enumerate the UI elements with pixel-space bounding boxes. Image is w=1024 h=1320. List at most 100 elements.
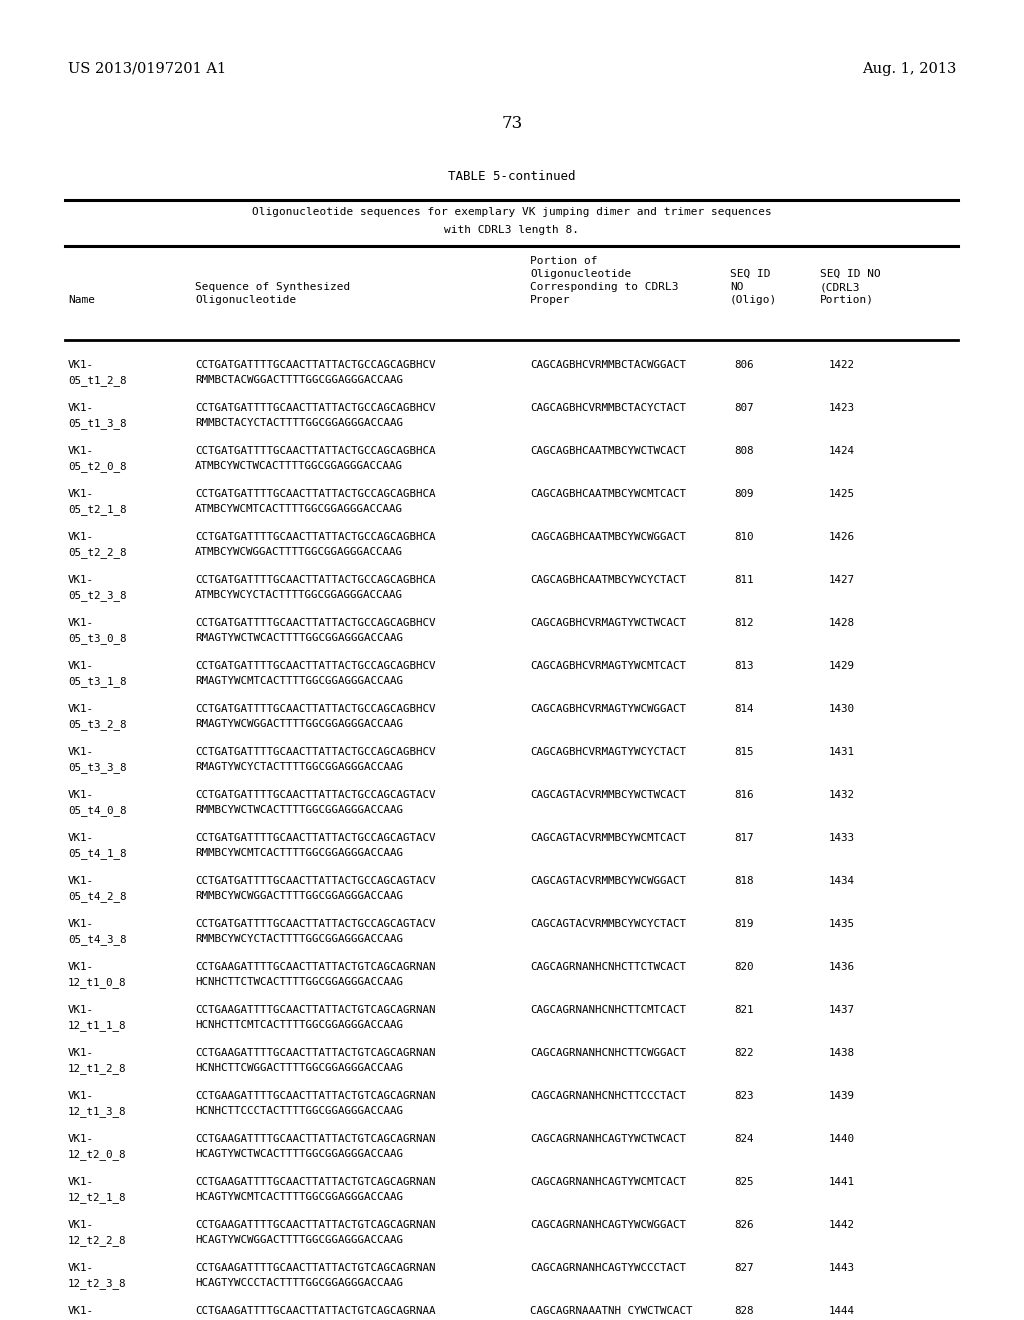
Text: 807: 807 [734,403,754,413]
Text: CAGCAGBHCVRMAGTYWCTWCACT: CAGCAGBHCVRMAGTYWCTWCACT [530,618,686,628]
Text: 1430: 1430 [829,704,855,714]
Text: CCTGATGATTTTGCAACTTATTACTGCCAGCAGBHCV: CCTGATGATTTTGCAACTTATTACTGCCAGCAGBHCV [195,704,435,714]
Text: 1425: 1425 [829,488,855,499]
Text: CAGCAGRNANHCNHCTTCTWCACT: CAGCAGRNANHCNHCTTCTWCACT [530,962,686,972]
Text: 819: 819 [734,919,754,929]
Text: VK1-: VK1- [68,704,94,714]
Text: VK1-: VK1- [68,446,94,455]
Text: CAGCAGBHCVRMMBCTACWGGACT: CAGCAGBHCVRMMBCTACWGGACT [530,360,686,370]
Text: Aug. 1, 2013: Aug. 1, 2013 [861,62,956,77]
Text: RMMBCTACYCTACTTTTGGCGGAGGGACCAAG: RMMBCTACYCTACTTTTGGCGGAGGGACCAAG [195,418,403,428]
Text: CCTGATGATTTTGCAACTTATTACTGCCAGCAGBHCA: CCTGATGATTTTGCAACTTATTACTGCCAGCAGBHCA [195,488,435,499]
Text: CCTGAAGATTTTGCAACTTATTACTGTCAGCAGRNAN: CCTGAAGATTTTGCAACTTATTACTGTCAGCAGRNAN [195,1005,435,1015]
Text: 818: 818 [734,876,754,886]
Text: Proper: Proper [530,294,570,305]
Text: VK1-: VK1- [68,1263,94,1272]
Text: VK1-: VK1- [68,1092,94,1101]
Text: 1441: 1441 [829,1177,855,1187]
Text: CCTGAAGATTTTGCAACTTATTACTGTCAGCAGRNAN: CCTGAAGATTTTGCAACTTATTACTGTCAGCAGRNAN [195,1177,435,1187]
Text: Portion of: Portion of [530,256,597,267]
Text: VK1-: VK1- [68,833,94,843]
Text: 12_t2_3_8: 12_t2_3_8 [68,1278,127,1288]
Text: CAGCAGRNANHCAGTYWCTWCACT: CAGCAGRNANHCAGTYWCTWCACT [530,1134,686,1144]
Text: SEQ ID NO: SEQ ID NO [820,269,881,279]
Text: 808: 808 [734,446,754,455]
Text: CAGCAGBHCVRMAGTYWCWGGACT: CAGCAGBHCVRMAGTYWCWGGACT [530,704,686,714]
Text: 1443: 1443 [829,1263,855,1272]
Text: Oligonucleotide: Oligonucleotide [530,269,631,279]
Text: with CDRL3 length 8.: with CDRL3 length 8. [444,224,580,235]
Text: RMAGTYWCTWCACTTTTGGCGGAGGGACCAAG: RMAGTYWCTWCACTTTTGGCGGAGGGACCAAG [195,634,403,643]
Text: CCTGATGATTTTGCAACTTATTACTGCCAGCAGTACV: CCTGATGATTTTGCAACTTATTACTGCCAGCAGTACV [195,919,435,929]
Text: 809: 809 [734,488,754,499]
Text: CAGCAGRNAAATNH CYWCTWCACT: CAGCAGRNAAATNH CYWCTWCACT [530,1305,692,1316]
Text: CAGCAGRNANHCNHCTTCWGGACT: CAGCAGRNANHCNHCTTCWGGACT [530,1048,686,1059]
Text: HCNHCTTCCCTACTTTTGGCGGAGGGACCAAG: HCNHCTTCCCTACTTTTGGCGGAGGGACCAAG [195,1106,403,1115]
Text: CCTGATGATTTTGCAACTTATTACTGCCAGCAGBHCA: CCTGATGATTTTGCAACTTATTACTGCCAGCAGBHCA [195,446,435,455]
Text: VK1-: VK1- [68,1005,94,1015]
Text: CCTGAAGATTTTGCAACTTATTACTGTCAGCAGRNAN: CCTGAAGATTTTGCAACTTATTACTGTCAGCAGRNAN [195,1092,435,1101]
Text: CAGCAGBHCAATMBCYWCTWCACT: CAGCAGBHCAATMBCYWCTWCACT [530,446,686,455]
Text: CCTGAAGATTTTGCAACTTATTACTGTCAGCAGRNAN: CCTGAAGATTTTGCAACTTATTACTGTCAGCAGRNAN [195,1263,435,1272]
Text: CCTGAAGATTTTGCAACTTATTACTGTCAGCAGRNAN: CCTGAAGATTTTGCAACTTATTACTGTCAGCAGRNAN [195,962,435,972]
Text: VK1-: VK1- [68,919,94,929]
Text: CAGCAGTACVRMMBCYWCTWCACT: CAGCAGTACVRMMBCYWCTWCACT [530,789,686,800]
Text: VK1-: VK1- [68,962,94,972]
Text: Portion): Portion) [820,294,874,305]
Text: 1438: 1438 [829,1048,855,1059]
Text: 1422: 1422 [829,360,855,370]
Text: 05_t4_3_8: 05_t4_3_8 [68,935,127,945]
Text: VK1-: VK1- [68,618,94,628]
Text: 810: 810 [734,532,754,543]
Text: Name: Name [68,294,95,305]
Text: CCTGAAGATTTTGCAACTTATTACTGTCAGCAGRNAN: CCTGAAGATTTTGCAACTTATTACTGTCAGCAGRNAN [195,1134,435,1144]
Text: RMMBCYWCTWCACTTTTGGCGGAGGGACCAAG: RMMBCYWCTWCACTTTTGGCGGAGGGACCAAG [195,805,403,814]
Text: VK1-: VK1- [68,532,94,543]
Text: 826: 826 [734,1220,754,1230]
Text: 05_t3_0_8: 05_t3_0_8 [68,634,127,644]
Text: 12_t1_1_8: 12_t1_1_8 [68,1020,127,1031]
Text: CCTGATGATTTTGCAACTTATTACTGCCAGCAGBHCV: CCTGATGATTTTGCAACTTATTACTGCCAGCAGBHCV [195,661,435,671]
Text: 1434: 1434 [829,876,855,886]
Text: 1436: 1436 [829,962,855,972]
Text: CCTGAAGATTTTGCAACTTATTACTGTCAGCAGRNAN: CCTGAAGATTTTGCAACTTATTACTGTCAGCAGRNAN [195,1048,435,1059]
Text: CCTGATGATTTTGCAACTTATTACTGCCAGCAGBHCA: CCTGATGATTTTGCAACTTATTACTGCCAGCAGBHCA [195,532,435,543]
Text: CCTGATGATTTTGCAACTTATTACTGCCAGCAGBHCA: CCTGATGATTTTGCAACTTATTACTGCCAGCAGBHCA [195,576,435,585]
Text: RMMBCTACWGGACTTTTGGCGGAGGGACCAAG: RMMBCTACWGGACTTTTGGCGGAGGGACCAAG [195,375,403,385]
Text: VK1-: VK1- [68,1305,94,1316]
Text: ATMBCYWCYCTACTTTTGGCGGAGGGACCAAG: ATMBCYWCYCTACTTTTGGCGGAGGGACCAAG [195,590,403,601]
Text: CCTGATGATTTTGCAACTTATTACTGCCAGCAGTACV: CCTGATGATTTTGCAACTTATTACTGCCAGCAGTACV [195,833,435,843]
Text: 12_t1_2_8: 12_t1_2_8 [68,1063,127,1074]
Text: 828: 828 [734,1305,754,1316]
Text: 1435: 1435 [829,919,855,929]
Text: 1444: 1444 [829,1305,855,1316]
Text: 05_t4_0_8: 05_t4_0_8 [68,805,127,816]
Text: VK1-: VK1- [68,1220,94,1230]
Text: 821: 821 [734,1005,754,1015]
Text: ATMBCYWCMTCACTTTTGGCGGAGGGACCAAG: ATMBCYWCMTCACTTTTGGCGGAGGGACCAAG [195,504,403,513]
Text: 1442: 1442 [829,1220,855,1230]
Text: 815: 815 [734,747,754,756]
Text: 12_t1_3_8: 12_t1_3_8 [68,1106,127,1117]
Text: VK1-: VK1- [68,1177,94,1187]
Text: CAGCAGRNANHCAGTYWCCCTACT: CAGCAGRNANHCAGTYWCCCTACT [530,1263,686,1272]
Text: 05_t3_2_8: 05_t3_2_8 [68,719,127,730]
Text: CCTGATGATTTTGCAACTTATTACTGCCAGCAGBHCV: CCTGATGATTTTGCAACTTATTACTGCCAGCAGBHCV [195,618,435,628]
Text: 1440: 1440 [829,1134,855,1144]
Text: CCTGATGATTTTGCAACTTATTACTGCCAGCAGBHCV: CCTGATGATTTTGCAACTTATTACTGCCAGCAGBHCV [195,360,435,370]
Text: 05_t2_3_8: 05_t2_3_8 [68,590,127,601]
Text: VK1-: VK1- [68,876,94,886]
Text: SEQ ID: SEQ ID [730,269,770,279]
Text: CAGCAGBHCVRMMBCTACYCTACT: CAGCAGBHCVRMMBCTACYCTACT [530,403,686,413]
Text: 05_t1_2_8: 05_t1_2_8 [68,375,127,385]
Text: VK1-: VK1- [68,360,94,370]
Text: HCNHCTTCWGGACTTTTGGCGGAGGGACCAAG: HCNHCTTCWGGACTTTTGGCGGAGGGACCAAG [195,1063,403,1073]
Text: 05_t4_1_8: 05_t4_1_8 [68,847,127,859]
Text: 1424: 1424 [829,446,855,455]
Text: 822: 822 [734,1048,754,1059]
Text: VK1-: VK1- [68,661,94,671]
Text: VK1-: VK1- [68,1048,94,1059]
Text: Oligonucleotide sequences for exemplary VK jumping dimer and trimer sequences: Oligonucleotide sequences for exemplary … [252,207,772,216]
Text: 73: 73 [502,115,522,132]
Text: CCTGATGATTTTGCAACTTATTACTGCCAGCAGBHCV: CCTGATGATTTTGCAACTTATTACTGCCAGCAGBHCV [195,747,435,756]
